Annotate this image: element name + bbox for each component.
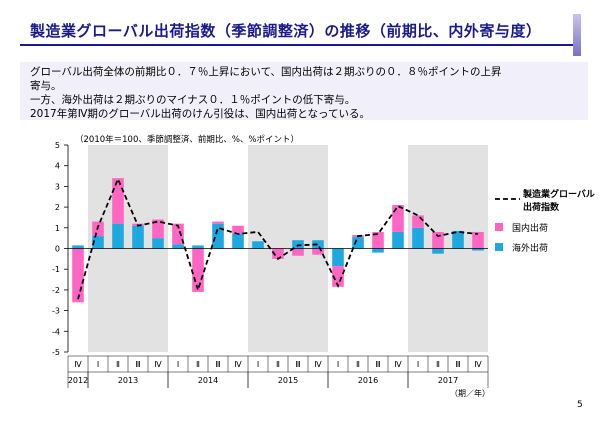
domestic-bar <box>312 248 324 255</box>
y-tick-label: -4 <box>52 327 60 336</box>
x-category-label: Ⅰ <box>337 360 339 369</box>
overseas-bar <box>132 225 144 249</box>
overseas-bar <box>372 248 384 253</box>
overseas-bar <box>112 223 124 249</box>
x-category-label: Ⅰ <box>97 360 99 369</box>
x-category-label: Ⅲ <box>295 360 301 369</box>
page-title: 製造業グローバル出荷指数（季節調整済）の推移（前期比、内外寄与度） <box>30 22 542 40</box>
x-category-label: Ⅱ <box>116 360 120 369</box>
overseas-bar <box>252 241 264 249</box>
title-rule <box>20 44 580 46</box>
x-year-label: 2014 <box>198 376 218 385</box>
domestic-bar <box>372 231 384 249</box>
overseas-bar <box>212 223 224 249</box>
overseas-bar <box>312 240 324 249</box>
overseas-bar <box>352 237 364 249</box>
decorative-bar <box>573 14 581 56</box>
overseas-bar <box>192 245 204 249</box>
x-category-label: Ⅳ <box>74 360 82 369</box>
x-category-label: Ⅱ <box>196 360 200 369</box>
domestic-bar <box>412 215 424 228</box>
y-tick-label: 0 <box>55 245 60 254</box>
domestic-bar <box>272 248 284 259</box>
y-tick-label: -3 <box>52 307 60 316</box>
x-category-label: Ⅱ <box>356 360 360 369</box>
y-tick-label: 5 <box>55 141 60 150</box>
legend-line-label: 製造業グローバル <box>522 188 595 200</box>
overseas-bar <box>72 245 84 249</box>
summary-line: 2017年第Ⅳ期のグローバル出荷のけん引役は、国内出荷となっている。 <box>30 108 370 120</box>
x-category-label: Ⅰ <box>417 360 419 369</box>
x-category-label: Ⅳ <box>234 360 242 369</box>
overseas-bar <box>432 248 444 254</box>
domestic-bar <box>72 248 84 303</box>
legend-line-label: 出荷指数 <box>523 201 560 213</box>
x-category-label: Ⅲ <box>215 360 221 369</box>
x-year-label: 2013 <box>118 376 138 385</box>
domestic-bar <box>292 248 304 256</box>
overseas-bar <box>152 238 164 249</box>
x-category-label: Ⅰ <box>177 360 179 369</box>
domestic-bar <box>472 231 484 249</box>
y-tick-label: 4 <box>55 162 60 171</box>
overseas-bar <box>232 234 244 249</box>
x-year-label: 2017 <box>438 376 458 385</box>
summary-line: 一方、海外出荷は２期ぶりのマイナス０．１％ポイントの低下寄与。 <box>30 94 356 106</box>
chart-note: （2010年＝100、季節調整済、前期比、%、%ポイント） <box>75 134 299 145</box>
y-tick-label: 2 <box>55 203 60 212</box>
x-category-label: Ⅳ <box>154 360 162 369</box>
overseas-bar <box>392 231 404 249</box>
overseas-bar <box>452 230 464 249</box>
x-category-label: Ⅱ <box>436 360 440 369</box>
summary-line: グローバル出荷全体の前期比０．７％上昇において、国内出荷は２期ぶりの０．８％ポイ… <box>30 66 502 78</box>
domestic-bar <box>392 205 404 232</box>
x-category-label: Ⅳ <box>394 360 402 369</box>
y-tick-label: 3 <box>55 182 60 191</box>
x-year-label: 2015 <box>278 376 298 385</box>
domestic-bar <box>152 219 164 239</box>
page-number: 5 <box>577 400 583 410</box>
domestic-bar <box>232 225 244 235</box>
overseas-bar <box>172 244 184 249</box>
legend-overseas-label: 海外出荷 <box>512 242 548 254</box>
x-year-label: 2012 <box>68 376 88 385</box>
y-tick-label: -1 <box>52 265 60 274</box>
y-tick-label: -5 <box>52 348 60 357</box>
global-index-line <box>77 176 479 300</box>
domestic-bar <box>332 266 344 287</box>
domestic-bar <box>112 178 124 224</box>
legend-domestic-label: 国内出荷 <box>512 222 548 234</box>
x-category-label: Ⅳ <box>314 360 322 369</box>
domestic-bar <box>192 248 204 292</box>
domestic-bar <box>432 231 444 249</box>
overseas-bar <box>292 240 304 249</box>
overseas-bar <box>412 227 424 249</box>
x-category-label: Ⅲ <box>375 360 381 369</box>
overseas-bar <box>92 236 104 249</box>
domestic-bar <box>212 221 224 224</box>
domestic-bar <box>172 223 184 245</box>
x-category-label: Ⅱ <box>276 360 280 369</box>
x-category-label: Ⅲ <box>135 360 141 369</box>
overseas-bar <box>332 248 344 267</box>
legend-domestic-swatch <box>495 223 503 231</box>
x-year-label: 2016 <box>358 376 378 385</box>
overseas-bar <box>472 248 484 251</box>
x-category-label: Ⅳ <box>474 360 482 369</box>
summary-box: グローバル出荷全体の前期比０．７％上昇において、国内出荷は２期ぶりの０．８％ポイ… <box>20 62 588 120</box>
y-tick-label: -2 <box>52 286 60 295</box>
summary-line: 寄与。 <box>30 80 62 92</box>
x-category-label: Ⅰ <box>257 360 259 369</box>
legend-overseas-swatch <box>495 243 503 251</box>
x-axis-label: （期／年） <box>450 388 490 398</box>
y-tick-label: 1 <box>55 224 60 233</box>
x-category-label: Ⅲ <box>455 360 461 369</box>
